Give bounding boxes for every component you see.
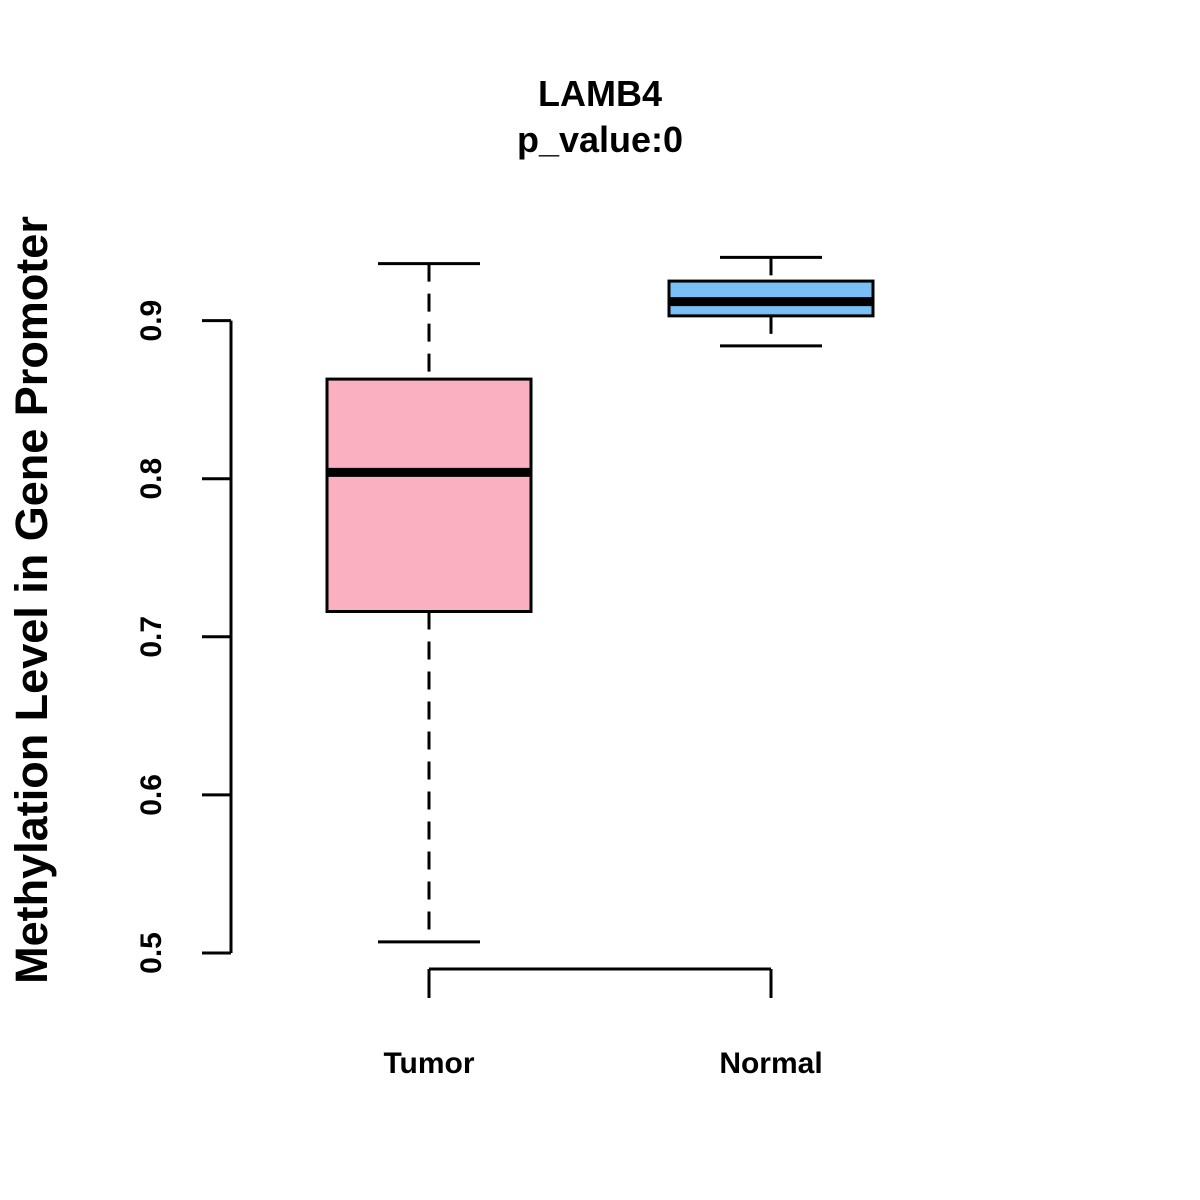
- x-tick-label: Normal: [719, 1047, 822, 1080]
- y-axis-label: Methylation Level in Gene Promoter: [6, 216, 57, 984]
- x-axis: Tumor Normal: [383, 967, 823, 1080]
- y-tick-label: 0.8: [135, 458, 168, 500]
- box-tumor: [325, 262, 533, 944]
- box-body: [325, 377, 533, 614]
- y-tick-label: 0.7: [135, 616, 168, 658]
- y-tick-label: 0.9: [135, 300, 168, 342]
- y-tick-label: 0.6: [135, 774, 168, 816]
- y-axis: 0.5 0.6 0.7 0.8 0.9: [135, 300, 233, 974]
- x-tick-label: Tumor: [383, 1047, 474, 1080]
- y-tick-label: 0.5: [135, 932, 168, 974]
- chart-title: LAMB4: [538, 73, 662, 114]
- chart-subtitle: p_value:0: [517, 119, 683, 160]
- box-group: [325, 255, 875, 944]
- box-normal: [667, 255, 875, 348]
